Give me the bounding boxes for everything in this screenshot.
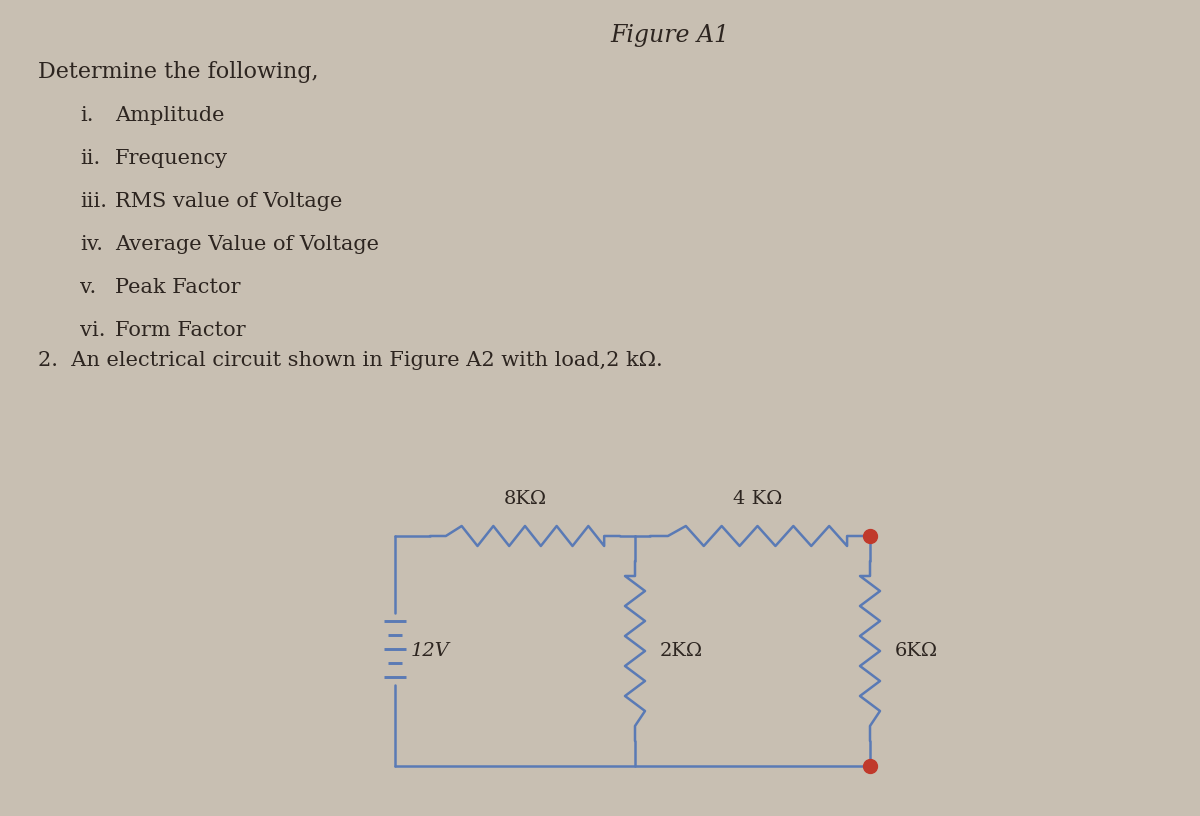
Text: Average Value of Voltage: Average Value of Voltage xyxy=(115,235,379,254)
Text: 12V: 12V xyxy=(410,642,450,660)
Text: 2KΩ: 2KΩ xyxy=(660,642,703,660)
Text: Frequency: Frequency xyxy=(115,149,228,168)
Text: Figure A1: Figure A1 xyxy=(611,24,730,47)
Text: vi.: vi. xyxy=(80,321,106,340)
Text: Peak Factor: Peak Factor xyxy=(115,278,240,297)
Text: 6KΩ: 6KΩ xyxy=(895,642,938,660)
Text: iii.: iii. xyxy=(80,192,107,211)
Text: ii.: ii. xyxy=(80,149,101,168)
Text: 2.  An electrical circuit shown in Figure A2 with load,2 kΩ.: 2. An electrical circuit shown in Figure… xyxy=(38,351,662,370)
Text: Form Factor: Form Factor xyxy=(115,321,246,340)
Text: Amplitude: Amplitude xyxy=(115,106,224,125)
Text: 8KΩ: 8KΩ xyxy=(504,490,546,508)
Text: v.: v. xyxy=(80,278,96,297)
Text: 4 KΩ: 4 KΩ xyxy=(733,490,782,508)
Text: Determine the following,: Determine the following, xyxy=(38,61,319,83)
Text: iv.: iv. xyxy=(80,235,103,254)
Text: i.: i. xyxy=(80,106,94,125)
Text: RMS value of Voltage: RMS value of Voltage xyxy=(115,192,342,211)
